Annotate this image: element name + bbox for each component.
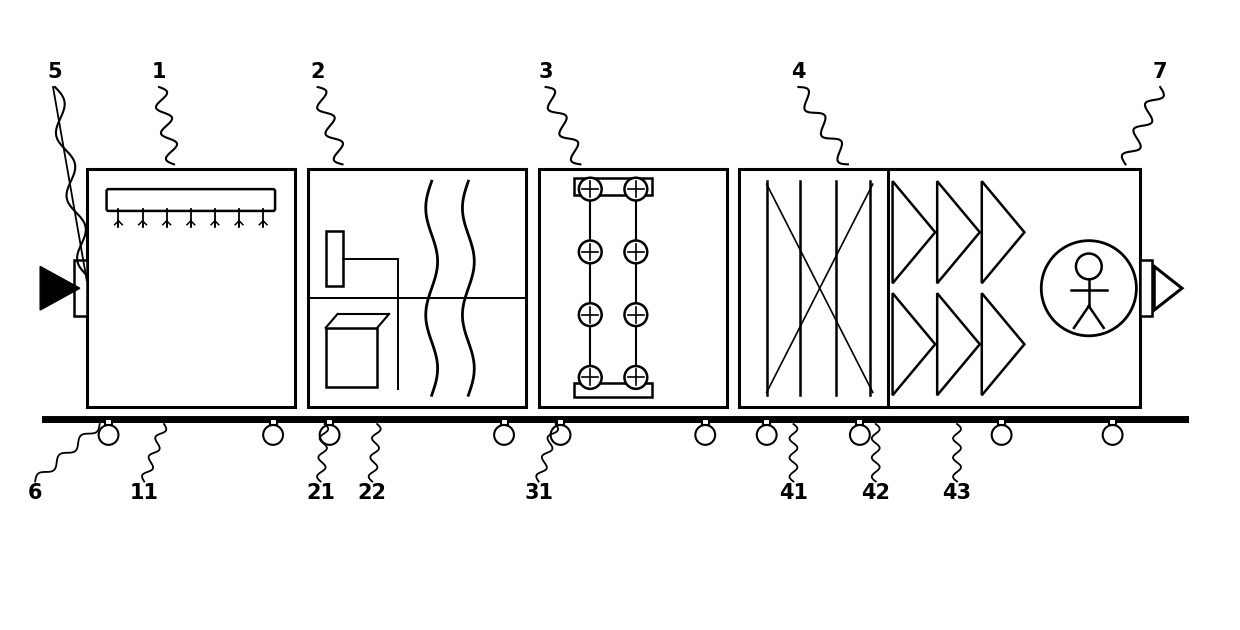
Bar <box>557 419 564 425</box>
Bar <box>998 419 1006 425</box>
Circle shape <box>992 425 1012 445</box>
Text: 2: 2 <box>310 62 325 82</box>
Circle shape <box>625 241 647 263</box>
Text: 1: 1 <box>151 62 166 82</box>
Text: 31: 31 <box>525 483 553 503</box>
Circle shape <box>849 425 869 445</box>
Bar <box>308 169 526 407</box>
Bar <box>538 169 727 407</box>
Bar <box>87 169 295 407</box>
Circle shape <box>1076 253 1101 279</box>
Circle shape <box>579 241 601 263</box>
Bar <box>764 419 770 425</box>
Polygon shape <box>937 181 980 284</box>
Bar <box>574 178 652 195</box>
Text: 42: 42 <box>862 483 890 503</box>
Bar <box>326 231 343 286</box>
Polygon shape <box>893 181 935 284</box>
Circle shape <box>625 366 647 389</box>
Bar <box>1109 419 1116 425</box>
Circle shape <box>756 425 776 445</box>
FancyBboxPatch shape <box>107 189 275 211</box>
Bar <box>326 419 334 425</box>
Polygon shape <box>1154 266 1182 310</box>
Bar <box>74 260 87 316</box>
Polygon shape <box>982 293 1024 395</box>
Bar <box>326 328 377 387</box>
Circle shape <box>579 303 601 326</box>
Bar <box>105 419 112 425</box>
Text: 43: 43 <box>942 483 971 503</box>
Circle shape <box>1042 241 1136 336</box>
Bar <box>702 419 709 425</box>
Bar <box>1141 260 1152 316</box>
Circle shape <box>625 303 647 326</box>
Circle shape <box>263 425 283 445</box>
Text: 21: 21 <box>306 483 335 503</box>
Text: 41: 41 <box>779 483 808 503</box>
Text: 4: 4 <box>791 62 806 82</box>
Circle shape <box>1102 425 1122 445</box>
Text: 3: 3 <box>538 62 553 82</box>
Bar <box>739 169 1141 407</box>
Text: 11: 11 <box>130 483 159 503</box>
Polygon shape <box>937 293 980 395</box>
Circle shape <box>696 425 715 445</box>
Polygon shape <box>40 266 79 310</box>
Bar <box>269 419 277 425</box>
Bar <box>857 419 863 425</box>
Text: 7: 7 <box>1153 62 1167 82</box>
Circle shape <box>579 178 601 200</box>
Text: 5: 5 <box>47 62 62 82</box>
Circle shape <box>579 366 601 389</box>
Bar <box>574 384 652 398</box>
Bar <box>501 419 507 425</box>
Circle shape <box>320 425 340 445</box>
Text: 22: 22 <box>357 483 387 503</box>
Polygon shape <box>982 181 1024 284</box>
Circle shape <box>99 425 119 445</box>
Circle shape <box>494 425 513 445</box>
Polygon shape <box>893 293 935 395</box>
Circle shape <box>551 425 570 445</box>
Text: 6: 6 <box>29 483 42 503</box>
Circle shape <box>625 178 647 200</box>
